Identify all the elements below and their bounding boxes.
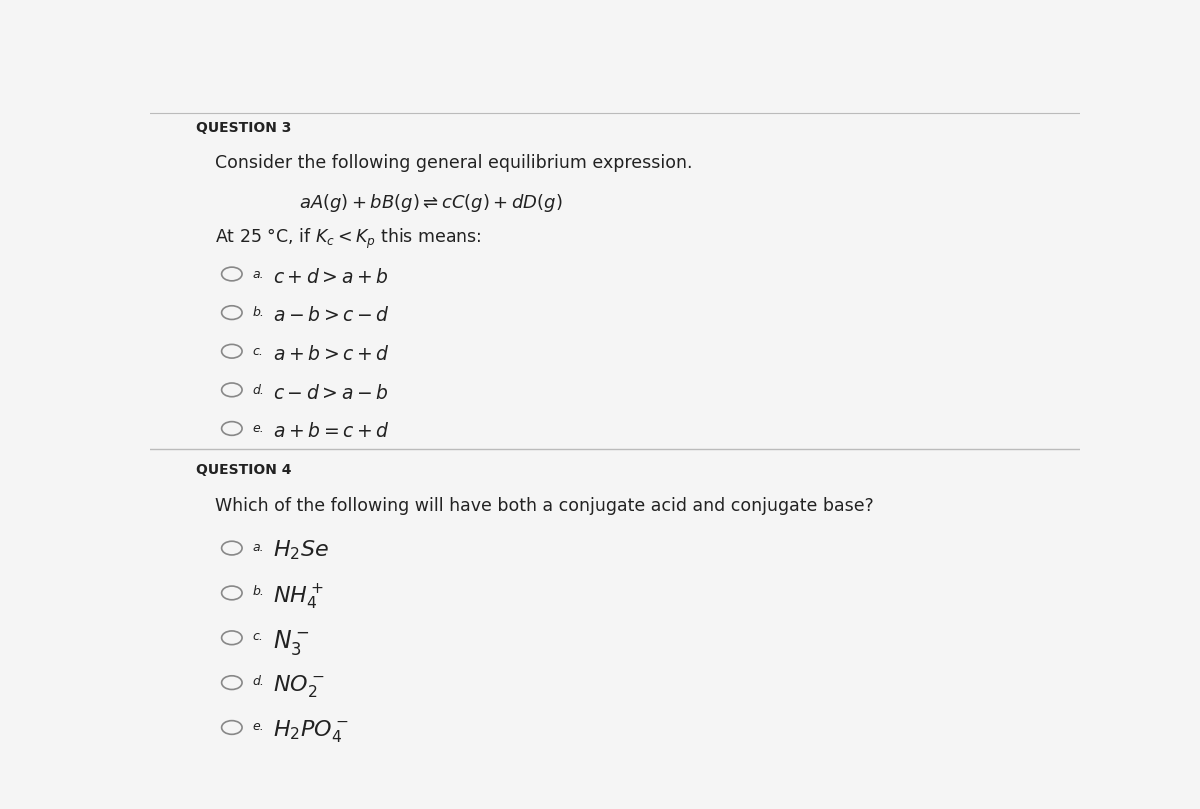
Text: $H_2PO_4^-$: $H_2PO_4^-$ — [272, 718, 349, 743]
Text: d.: d. — [252, 383, 264, 396]
Text: $NO_2^-$: $NO_2^-$ — [272, 672, 325, 699]
Text: QUESTION 4: QUESTION 4 — [197, 464, 292, 477]
Text: $a + b = c + d$: $a + b = c + d$ — [272, 422, 390, 441]
Text: b.: b. — [252, 307, 264, 320]
Text: At 25 °C, if $K_c < K_p$ this means:: At 25 °C, if $K_c < K_p$ this means: — [215, 227, 481, 252]
Text: QUESTION 3: QUESTION 3 — [197, 121, 292, 135]
Text: a.: a. — [252, 540, 264, 553]
Text: c.: c. — [252, 345, 263, 358]
Text: c.: c. — [252, 630, 263, 643]
Text: $N_3^-$: $N_3^-$ — [272, 628, 310, 657]
Text: $aA(g) + bB(g) \rightleftharpoons cC(g) + dD(g)$: $aA(g) + bB(g) \rightleftharpoons cC(g) … — [299, 192, 563, 214]
Text: e.: e. — [252, 720, 264, 733]
Text: $c + d > a + b$: $c + d > a + b$ — [272, 268, 389, 286]
Text: b.: b. — [252, 586, 264, 599]
Text: $H_2Se$: $H_2Se$ — [272, 538, 329, 561]
Text: e.: e. — [252, 422, 264, 435]
Text: Consider the following general equilibrium expression.: Consider the following general equilibri… — [215, 155, 692, 172]
Text: a.: a. — [252, 268, 264, 281]
Text: $a - b > c - d$: $a - b > c - d$ — [272, 307, 390, 325]
Text: d.: d. — [252, 676, 264, 688]
Text: Which of the following will have both a conjugate acid and conjugate base?: Which of the following will have both a … — [215, 497, 874, 515]
Text: $a + b > c + d$: $a + b > c + d$ — [272, 345, 390, 364]
Text: $c - d > a - b$: $c - d > a - b$ — [272, 383, 389, 403]
Text: $NH_4^+$: $NH_4^+$ — [272, 583, 324, 612]
